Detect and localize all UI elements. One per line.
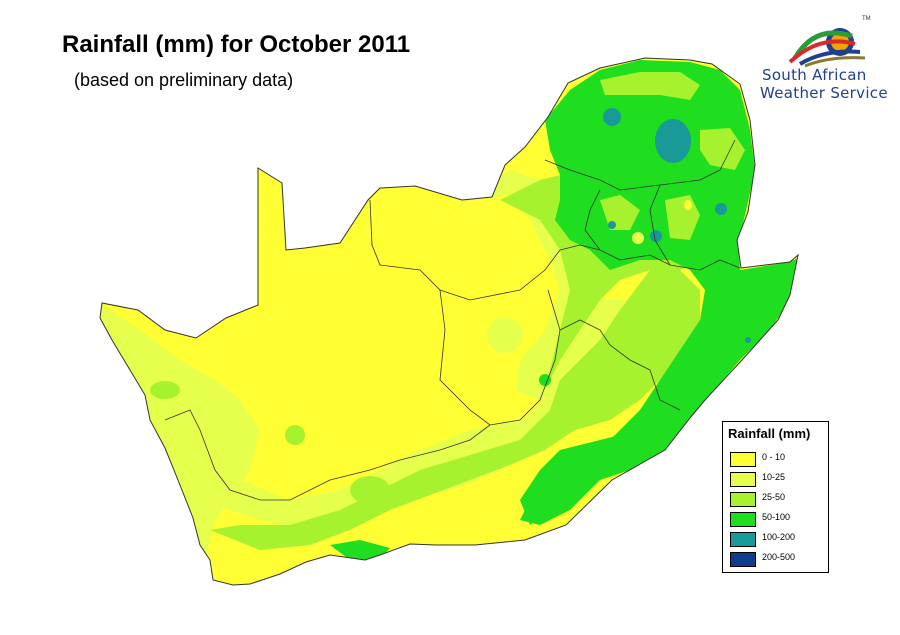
legend-item: 100-200 (730, 532, 825, 548)
trademark-mark: TM (862, 16, 871, 22)
legend-swatch (730, 492, 756, 507)
legend-label: 10-25 (762, 472, 786, 482)
logo-text-line1: South African (762, 66, 867, 84)
legend-item: 0 - 10 (730, 452, 825, 468)
map-subtitle: (based on preliminary data) (74, 70, 294, 90)
legend-label: 200-500 (762, 552, 796, 562)
legend-item: 25-50 (730, 492, 825, 508)
legend-swatch (730, 532, 756, 547)
legend-swatch (730, 512, 756, 527)
legend-swatch (730, 452, 756, 467)
logo-text-line2: Weather Service (760, 84, 888, 102)
legend-item: 50-100 (730, 512, 825, 528)
legend-swatch (730, 472, 756, 487)
legend-label: 50-100 (762, 512, 791, 522)
legend-label: 25-50 (762, 492, 786, 502)
legend-swatch (730, 552, 756, 567)
legend-label: 100-200 (762, 532, 796, 542)
saws-logo-icon (788, 28, 866, 68)
legend-item: 10-25 (730, 472, 825, 488)
legend-item: 200-500 (730, 552, 825, 568)
province-borders (164, 139, 741, 501)
legend-label: 0 - 10 (762, 452, 786, 462)
legend: Rainfall (mm) 0 - 10 10-25 25-50 50-100 … (722, 421, 829, 573)
country-outline (99, 57, 799, 586)
map-title: Rainfall (mm) for October 2011 (62, 31, 411, 58)
legend-title: Rainfall (mm) (728, 426, 811, 441)
